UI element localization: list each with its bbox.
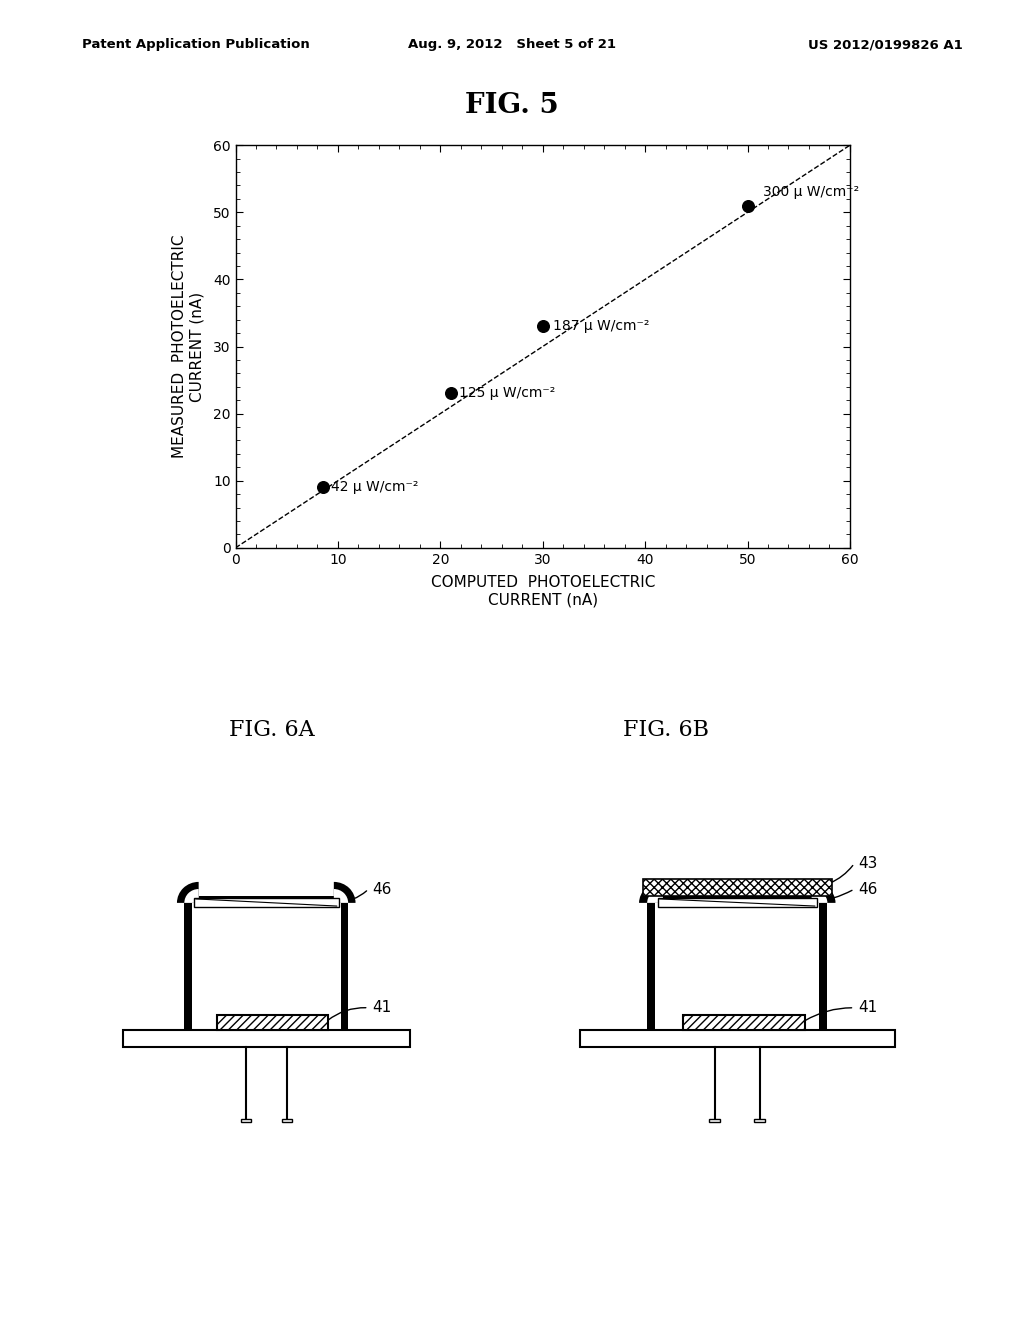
Point	[314, 477, 331, 498]
Bar	[199, 896, 334, 903]
Text: Aug. 9, 2012   Sheet 5 of 21: Aug. 9, 2012 Sheet 5 of 21	[408, 38, 616, 51]
Text: US 2012/0199826 A1: US 2012/0199826 A1	[808, 38, 963, 51]
Point	[535, 315, 551, 337]
Wedge shape	[647, 890, 663, 903]
Bar	[241, 1119, 251, 1122]
Text: 300 μ W/cm⁻²: 300 μ W/cm⁻²	[763, 185, 859, 199]
Wedge shape	[334, 890, 348, 903]
Bar	[282, 1119, 292, 1122]
Bar	[341, 903, 348, 1030]
Text: 125 μ W/cm⁻²: 125 μ W/cm⁻²	[459, 387, 555, 400]
Bar	[683, 1015, 805, 1030]
Bar	[657, 898, 817, 907]
Bar	[710, 1119, 720, 1122]
Text: 46: 46	[858, 882, 878, 896]
X-axis label: COMPUTED  PHOTOELECTRIC
CURRENT (nA): COMPUTED PHOTOELECTRIC CURRENT (nA)	[430, 576, 655, 607]
Bar	[580, 1030, 895, 1048]
Text: FIG. 5: FIG. 5	[465, 92, 559, 119]
Wedge shape	[812, 890, 827, 903]
Text: Patent Application Publication: Patent Application Publication	[82, 38, 309, 51]
Point	[739, 195, 756, 216]
Bar	[123, 1030, 410, 1048]
Bar	[194, 898, 339, 907]
Wedge shape	[184, 890, 199, 903]
Y-axis label: MEASURED  PHOTOELECTRIC
CURRENT (nA): MEASURED PHOTOELECTRIC CURRENT (nA)	[172, 235, 205, 458]
Text: 41: 41	[372, 1001, 391, 1015]
Text: 46: 46	[372, 882, 391, 896]
Bar	[643, 879, 831, 896]
Text: 187 μ W/cm⁻²: 187 μ W/cm⁻²	[553, 319, 649, 334]
Bar	[217, 1015, 328, 1030]
Bar	[819, 903, 827, 1030]
Wedge shape	[639, 882, 663, 903]
Wedge shape	[812, 882, 836, 903]
Text: 43: 43	[858, 855, 878, 871]
Bar	[184, 903, 191, 1030]
Text: 42 μ W/cm⁻²: 42 μ W/cm⁻²	[331, 480, 418, 495]
Text: 41: 41	[858, 1001, 878, 1015]
Point	[442, 383, 459, 404]
Wedge shape	[334, 882, 355, 903]
Bar	[663, 896, 812, 903]
Text: FIG. 6A: FIG. 6A	[228, 719, 314, 742]
Wedge shape	[177, 882, 199, 903]
Bar	[647, 903, 655, 1030]
Bar	[755, 1119, 765, 1122]
Text: FIG. 6B: FIG. 6B	[623, 719, 709, 742]
